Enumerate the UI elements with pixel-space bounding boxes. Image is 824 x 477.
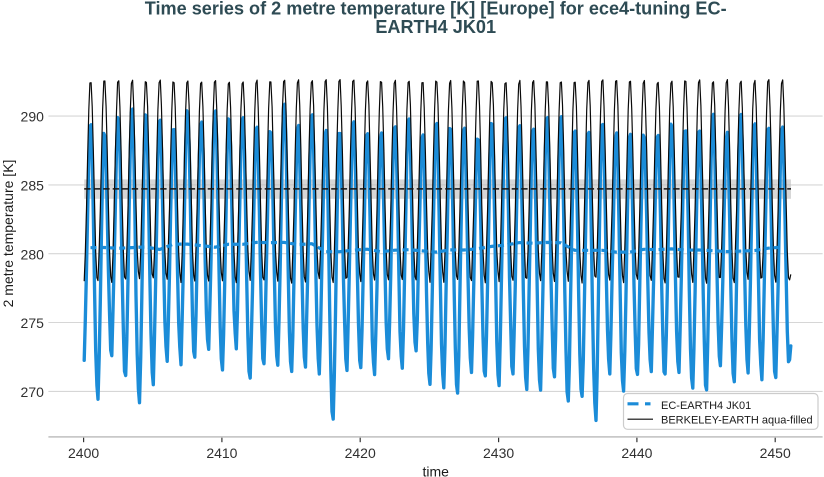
- svg-text:BERKELEY-EARTH aqua-filled: BERKELEY-EARTH aqua-filled: [661, 414, 813, 426]
- svg-text:2450: 2450: [760, 445, 791, 461]
- svg-text:2410: 2410: [206, 445, 237, 461]
- svg-text:2400: 2400: [68, 445, 99, 461]
- svg-text:285: 285: [21, 178, 45, 194]
- svg-text:time: time: [422, 464, 449, 477]
- svg-text:2420: 2420: [345, 445, 376, 461]
- svg-text:2440: 2440: [621, 445, 652, 461]
- svg-text:275: 275: [21, 315, 45, 331]
- svg-text:EARTH4 JK01: EARTH4 JK01: [375, 17, 496, 37]
- svg-text:Time series of 2 metre tempera: Time series of 2 metre temperature [K] […: [145, 0, 727, 19]
- svg-text:EC-EARTH4 JK01: EC-EARTH4 JK01: [661, 400, 751, 412]
- svg-text:290: 290: [21, 109, 45, 125]
- svg-text:2430: 2430: [483, 445, 514, 461]
- svg-text:270: 270: [21, 384, 45, 400]
- svg-text:280: 280: [21, 246, 45, 262]
- svg-text:2 metre temperature [K]: 2 metre temperature [K]: [0, 160, 16, 308]
